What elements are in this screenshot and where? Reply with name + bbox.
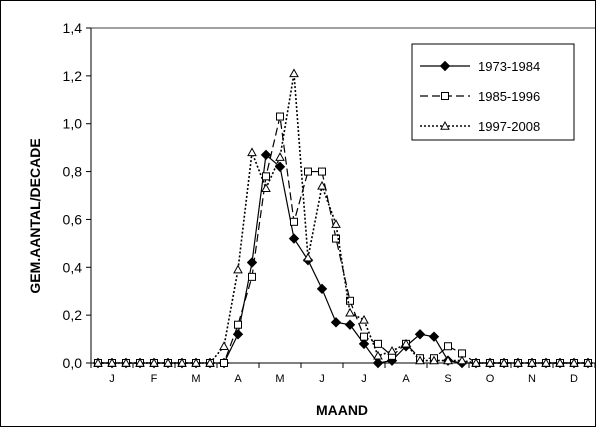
data-point (414, 329, 426, 340)
data-point (163, 357, 173, 367)
legend-swatch-marker (440, 120, 450, 130)
data-point (387, 346, 397, 355)
y-tick-label: 0,6 (63, 211, 83, 227)
data-point (374, 339, 382, 348)
data-point (428, 331, 440, 342)
y-tick-label: 1,2 (63, 68, 83, 84)
data-point (303, 252, 313, 262)
data-point (276, 112, 284, 121)
x-axis-title: MAAND (316, 402, 368, 418)
data-point (444, 342, 452, 351)
data-point (317, 180, 327, 190)
data-point (541, 357, 551, 367)
x-tick-label: J (109, 373, 115, 385)
data-point (304, 167, 312, 176)
data-point (191, 357, 201, 367)
data-point (373, 350, 383, 360)
x-tick-label: J (361, 373, 367, 385)
x-tick-label: F (151, 373, 158, 385)
data-point (233, 264, 243, 274)
data-point (177, 357, 187, 367)
y-tick-label: 0,4 (63, 259, 83, 275)
y-tick-label: 0,0 (63, 355, 83, 371)
data-point (344, 319, 356, 330)
data-point (331, 219, 341, 228)
data-point (360, 332, 368, 341)
data-point (275, 152, 285, 161)
x-tick-label: N (528, 373, 536, 385)
data-point (121, 357, 131, 367)
data-point (485, 357, 495, 367)
legend-box (411, 43, 575, 141)
x-tick-label: D (570, 373, 578, 385)
data-point (261, 183, 271, 193)
data-point (332, 234, 340, 243)
data-point (288, 233, 300, 244)
data-point (415, 355, 425, 365)
data-point (499, 357, 509, 367)
legend: 1973-1984 1985-1996 1997-2008 (411, 43, 575, 141)
data-point (443, 355, 453, 365)
y-tick-label: 0,2 (63, 307, 83, 323)
data-point (583, 357, 593, 367)
data-point (262, 172, 270, 181)
x-tick-label: S (444, 373, 451, 385)
series-3 (93, 68, 593, 367)
data-point (346, 296, 354, 305)
y-tick-label: 1,0 (63, 116, 83, 132)
data-point (234, 320, 242, 329)
data-point (290, 217, 298, 226)
data-point (93, 357, 103, 367)
data-point (401, 338, 411, 348)
data-point (248, 272, 256, 281)
data-point (289, 68, 299, 78)
data-point (260, 149, 272, 161)
x-tick-label: A (402, 373, 410, 385)
data-point (220, 359, 228, 367)
data-point (555, 357, 565, 367)
x-tick-label: A (234, 373, 242, 385)
data-point (149, 357, 159, 367)
data-point (205, 357, 215, 367)
series-layer (92, 68, 594, 369)
data-point (359, 314, 369, 324)
legend-swatch-marker (439, 60, 451, 72)
y-tick-label: 0,8 (63, 164, 83, 180)
x-tick-label: M (191, 373, 200, 385)
y-axis-title: GEM.AANTAL/DECADE (27, 138, 43, 293)
legend-label: 1997-2008 (478, 119, 540, 134)
x-tick-label: O (486, 373, 495, 385)
data-point (318, 167, 326, 176)
data-point (107, 357, 117, 367)
data-point (513, 357, 523, 367)
data-point (569, 357, 579, 367)
data-point (135, 357, 145, 367)
legend-label: 1985-1996 (478, 89, 540, 104)
data-point (316, 283, 328, 295)
data-point (345, 307, 355, 317)
data-point (330, 317, 342, 328)
data-point (527, 357, 537, 367)
legend-swatch-marker (441, 92, 449, 100)
data-point (457, 355, 467, 365)
data-point (429, 355, 439, 365)
data-point (247, 147, 257, 157)
data-point (372, 357, 384, 369)
data-point (471, 357, 481, 367)
x-tick-label: J (319, 373, 325, 385)
x-tick-label: M (275, 373, 284, 385)
data-point (219, 341, 229, 350)
data-point (358, 338, 370, 350)
y-tick-label: 1,4 (63, 20, 83, 36)
legend-label: 1973-1984 (478, 59, 540, 74)
